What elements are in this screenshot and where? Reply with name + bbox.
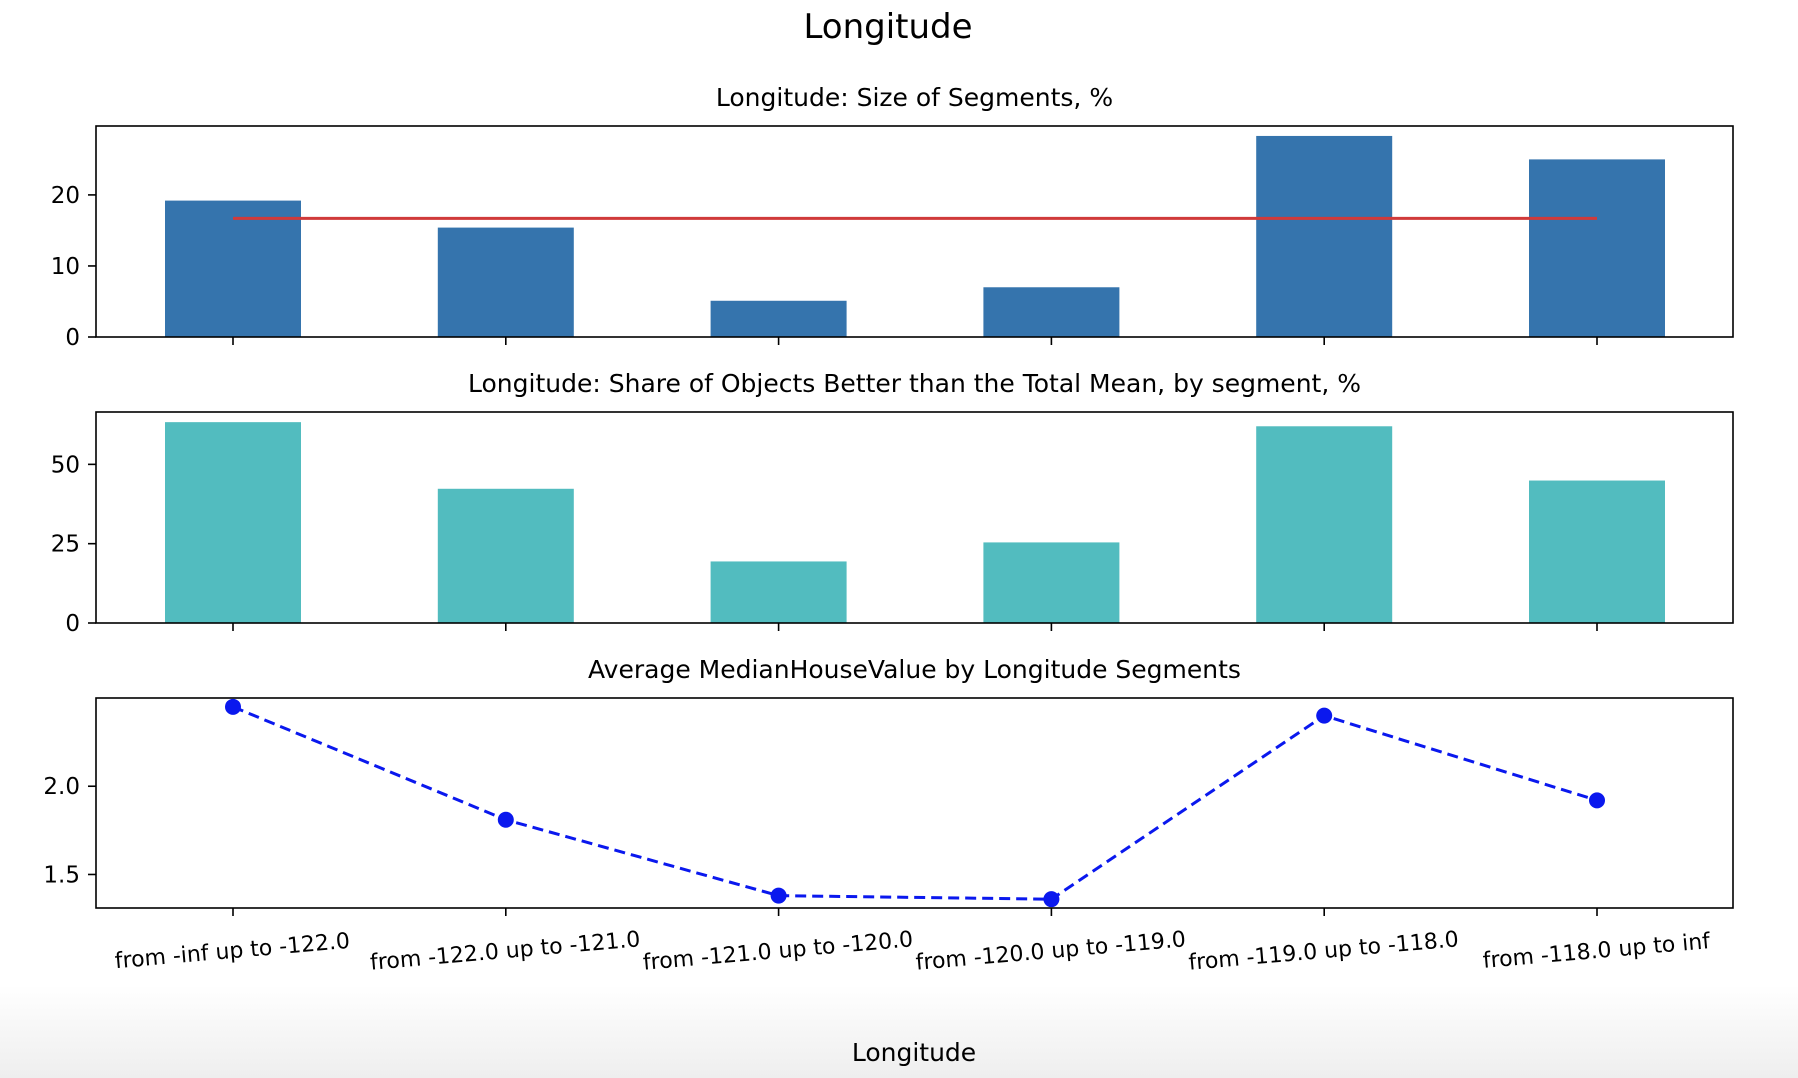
- bar-3: [710, 300, 847, 337]
- y-tick-label: 20: [51, 183, 80, 209]
- y-tick-label: 2.0: [43, 774, 80, 800]
- data-point-2: [497, 811, 514, 828]
- chart-title: Average MedianHouseValue by Longitude Se…: [588, 655, 1241, 684]
- data-point-3: [770, 887, 787, 904]
- chart-title: Longitude: Size of Segments, %: [716, 83, 1113, 112]
- figure-title: Longitude: [803, 7, 972, 47]
- figure-xlabel: Longitude: [852, 1038, 976, 1067]
- bar-4: [983, 542, 1120, 623]
- bar-1: [165, 422, 301, 623]
- data-point-1: [225, 698, 241, 715]
- y-tick-label: 1.5: [43, 862, 80, 888]
- bar-3: [710, 561, 847, 623]
- bar-6: [1529, 480, 1665, 623]
- series-line: [232, 705, 1598, 901]
- y-tick-label: 0: [65, 611, 80, 637]
- y-tick-label: 25: [51, 532, 80, 558]
- bar-5: [1256, 135, 1393, 337]
- bar-6: [1529, 159, 1665, 337]
- bar-5: [1256, 426, 1393, 623]
- data-point-4: [1043, 891, 1060, 908]
- y-tick-label: 0: [65, 325, 80, 351]
- bar-4: [983, 287, 1120, 337]
- bar-2: [437, 227, 574, 337]
- data-point-6: [1589, 792, 1605, 809]
- y-tick-label: 50: [51, 452, 80, 478]
- y-tick-label: 10: [51, 254, 80, 280]
- axes-frame: [95, 697, 1734, 909]
- chart-share-better-than-mean: Longitude: Share of Objects Better than …: [51, 369, 1734, 637]
- chart-size-of-segments: Longitude: Size of Segments, % 0 10 20: [51, 83, 1734, 351]
- chart-title: Longitude: Share of Objects Better than …: [468, 369, 1361, 398]
- axes-frame: [95, 411, 1734, 624]
- bottom-shading: [0, 985, 1798, 1078]
- bar-1: [165, 200, 301, 337]
- bar-2: [437, 488, 574, 623]
- data-point-5: [1316, 707, 1333, 724]
- axes-frame: [95, 125, 1734, 338]
